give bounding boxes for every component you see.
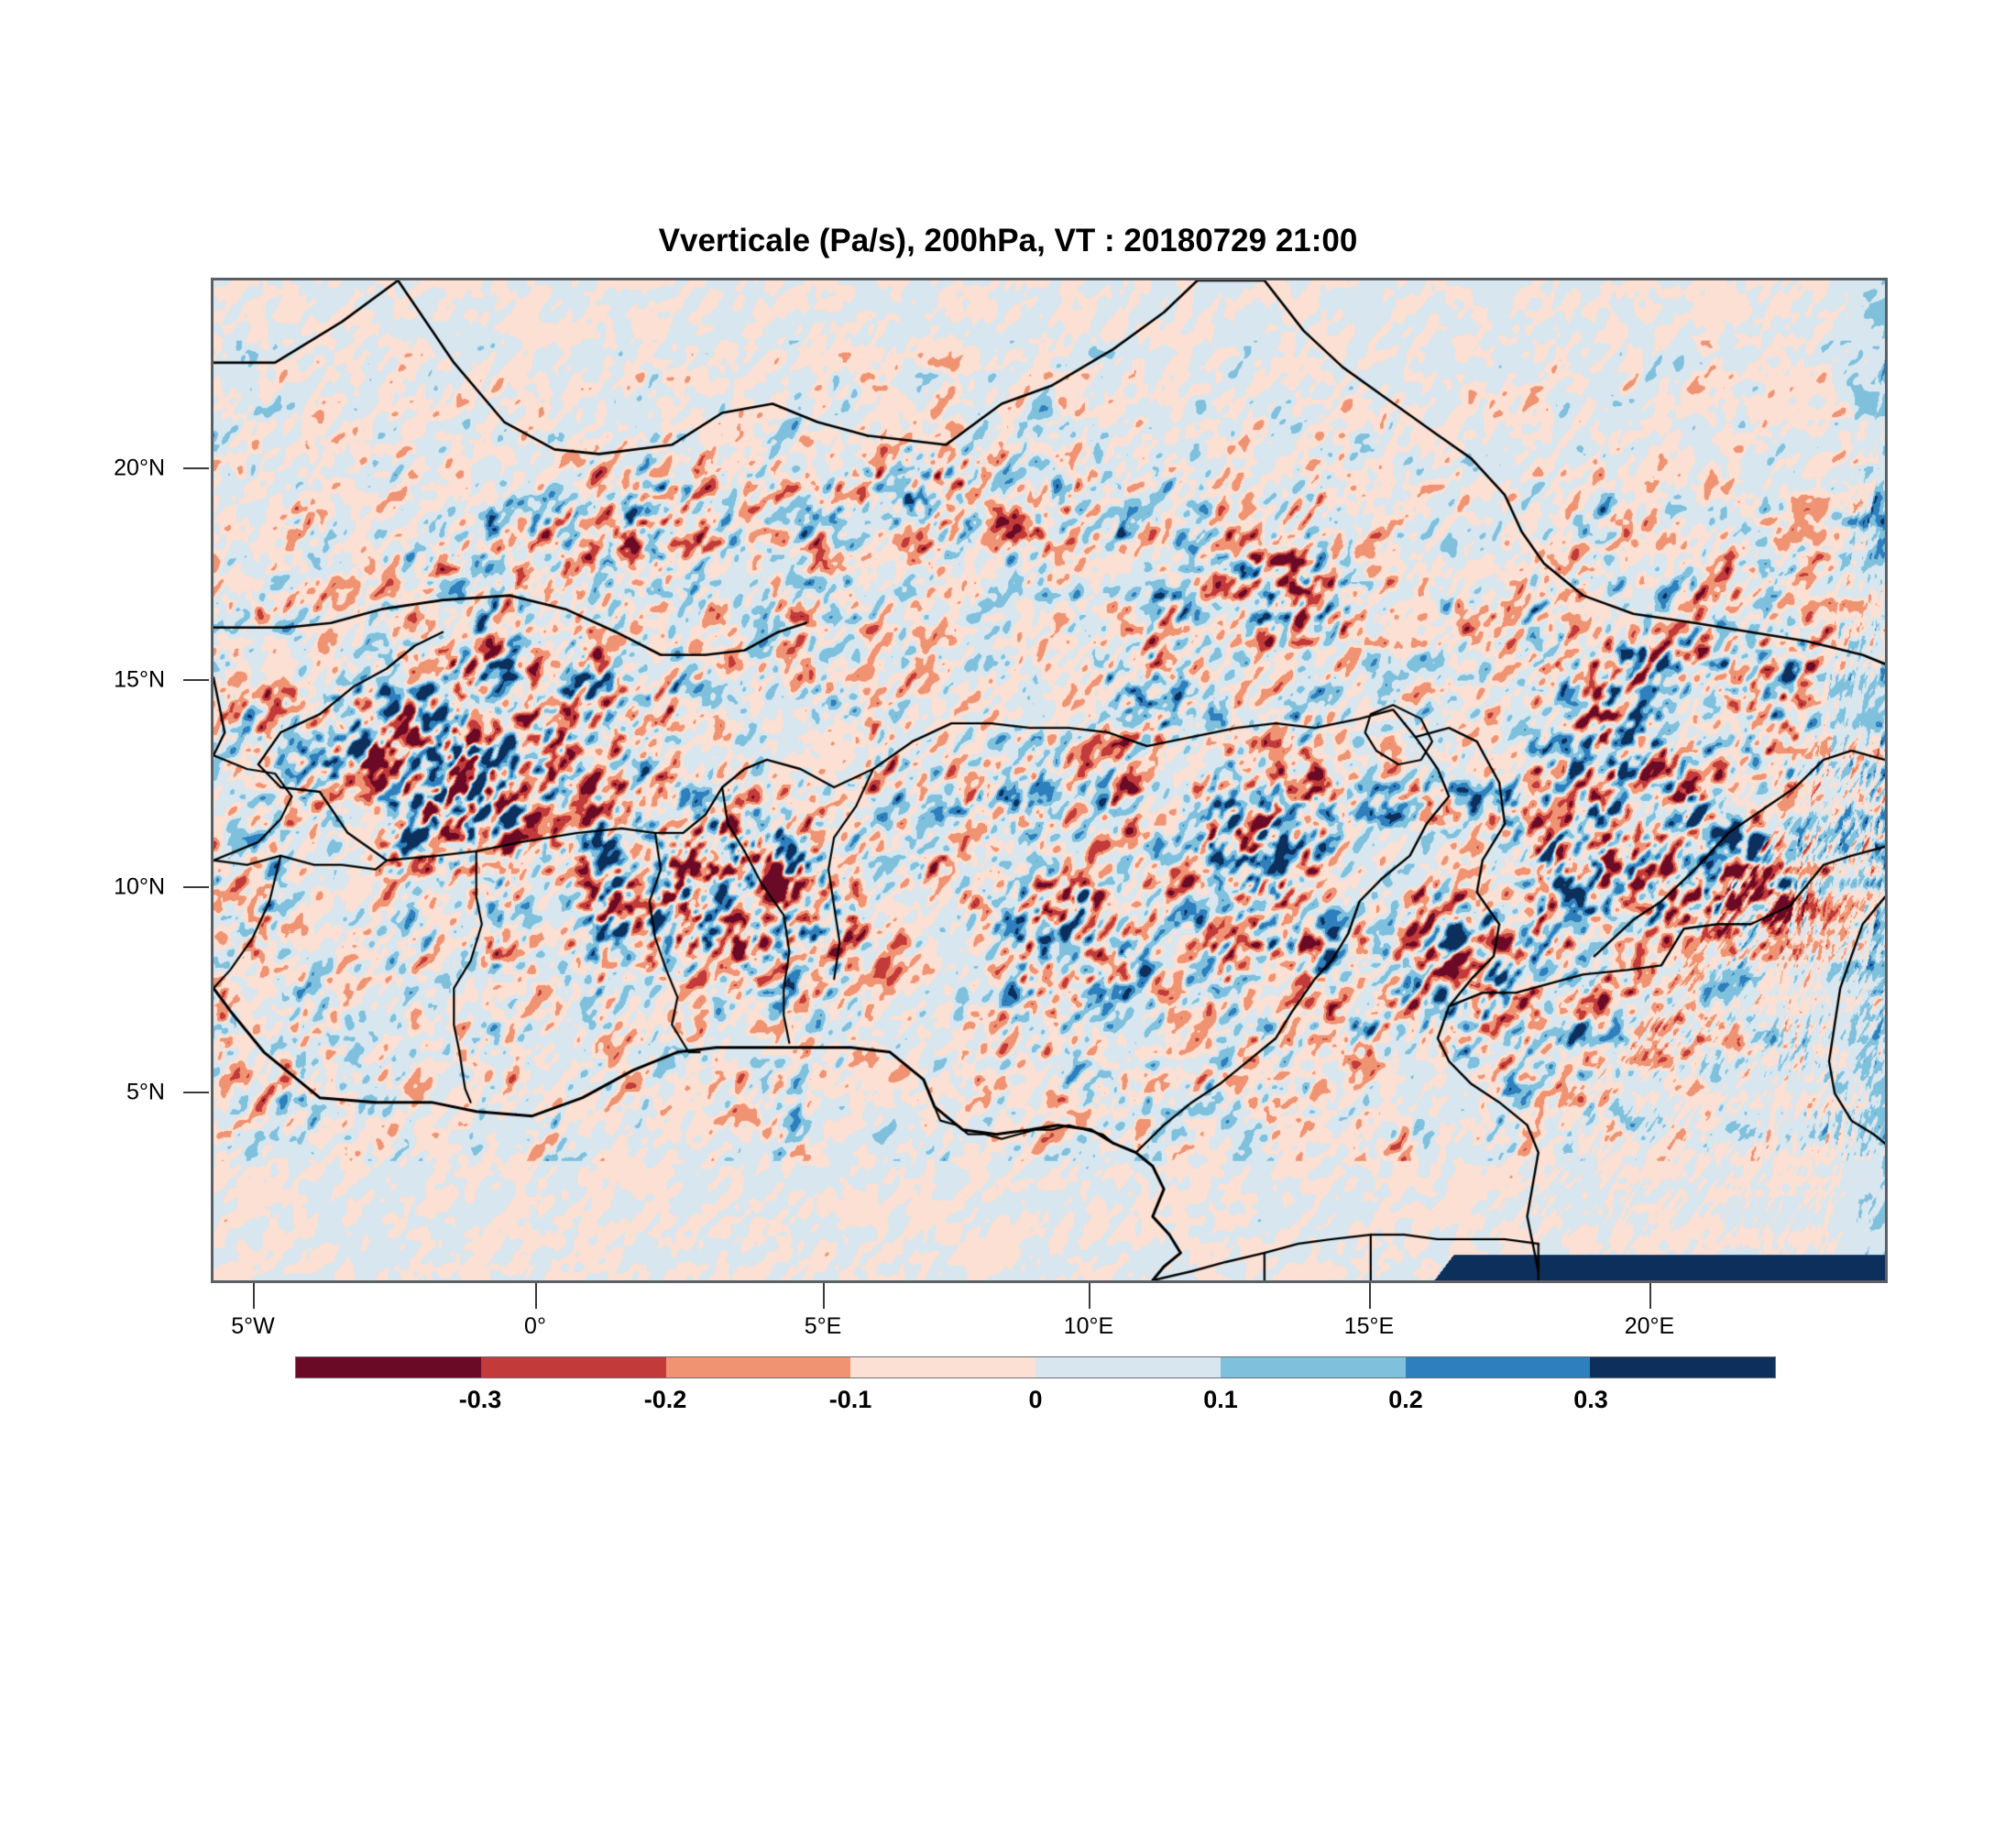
xtick-mark-5 [1649, 1283, 1651, 1309]
colorbar-segment-5 [1220, 1357, 1406, 1377]
colorbar-segment-0 [296, 1357, 481, 1377]
xtick-label-4: 15°E [1343, 1313, 1395, 1339]
xtick-mark-2 [823, 1283, 825, 1309]
ytick-label-0: 20°N [114, 455, 165, 481]
xtick-label-5: 20°E [1624, 1313, 1675, 1339]
colorbar[interactable] [295, 1356, 1776, 1378]
page-title: Vverticale (Pa/s), 200hPa, VT : 20180729… [658, 223, 1358, 258]
xtick-label-3: 10°E [1063, 1313, 1114, 1339]
colorbar-tick-label-4: 0.1 [1203, 1386, 1238, 1413]
ytick-mark-0 [183, 467, 209, 469]
colorbar-segment-2 [665, 1357, 851, 1377]
xtick-label-2: 5°E [804, 1313, 842, 1339]
colorbar-segment-6 [1405, 1357, 1591, 1377]
ytick-label-1: 15°N [114, 666, 165, 693]
vertical-velocity-heatmap [214, 280, 1885, 1280]
xtick-label-1: 0° [524, 1313, 546, 1339]
xtick-mark-3 [1089, 1283, 1090, 1309]
ytick-label-2: 10°N [114, 873, 165, 900]
xtick-mark-1 [535, 1283, 537, 1309]
colorbar-tick-label-3: 0 [1028, 1386, 1043, 1413]
xtick-label-0: 5°W [231, 1313, 275, 1339]
colorbar-tick-label-5: 0.2 [1388, 1386, 1423, 1413]
colorbar-segment-1 [480, 1357, 666, 1377]
colorbar-tick-label-2: -0.1 [828, 1386, 872, 1413]
colorbar-segment-7 [1590, 1357, 1775, 1377]
ytick-label-3: 5°N [126, 1079, 165, 1105]
xtick-mark-4 [1369, 1283, 1371, 1309]
colorbar-segment-3 [850, 1357, 1035, 1377]
ytick-mark-1 [183, 679, 209, 681]
ytick-mark-2 [183, 886, 209, 888]
colorbar-tick-label-1: -0.2 [643, 1386, 687, 1413]
colorbar-tick-label-6: 0.3 [1573, 1386, 1608, 1413]
colorbar-segment-4 [1035, 1357, 1221, 1377]
colorbar-tick-label-0: -0.3 [458, 1386, 502, 1413]
ytick-mark-3 [183, 1092, 209, 1093]
map-plot-area[interactable] [211, 278, 1888, 1283]
xtick-mark-0 [253, 1283, 255, 1309]
